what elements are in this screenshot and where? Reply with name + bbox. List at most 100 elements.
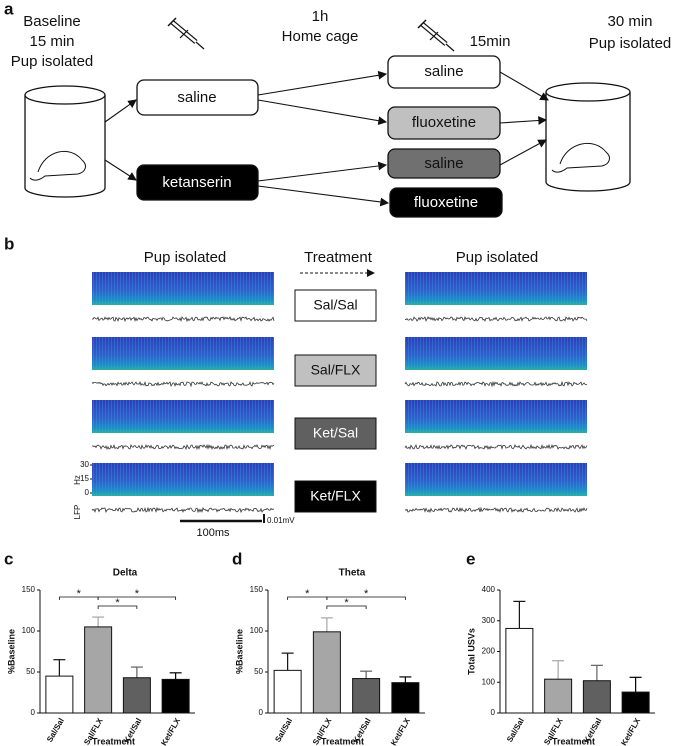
box-text: fluoxetine [412, 114, 476, 131]
significance-bracket [97, 605, 138, 609]
freq-tick-label: 30 [80, 460, 89, 469]
y-tick-label: 400 [482, 585, 496, 594]
bar [45, 675, 74, 714]
bar [122, 677, 151, 714]
bar [621, 691, 650, 714]
spectrogram-texture [92, 400, 274, 433]
panel-label: c [4, 549, 13, 568]
spectrogram-texture [92, 272, 274, 305]
freq-tick-label: 15 [80, 474, 89, 483]
box-text: saline [424, 155, 463, 172]
treatment-box [136, 164, 259, 201]
treatment-box [389, 187, 503, 218]
x-axis-label: Treatment [552, 736, 595, 746]
column-title: Treatment [304, 249, 373, 266]
bar [312, 631, 341, 714]
group-label: Sal/Sal [313, 297, 357, 313]
x-tick-label: Ket/FLX [619, 716, 642, 746]
stage-text: Pup isolated [11, 53, 94, 70]
spectrogram-texture [92, 463, 274, 496]
bar [273, 669, 302, 714]
significance-bracket [97, 596, 177, 600]
group-box [294, 480, 377, 513]
y-axis-label: %Baseline [6, 629, 16, 674]
scale-label: 0.01mV [267, 516, 295, 525]
spectrogram-texture [405, 400, 587, 433]
box-text: saline [177, 89, 216, 106]
y-tick-label: 150 [250, 585, 264, 594]
lfp-trace [91, 443, 275, 451]
syringe-icon [168, 18, 204, 49]
group-label: Ket/Sal [313, 425, 358, 441]
box-text: ketanserin [162, 174, 231, 191]
significance-bracket [326, 605, 367, 609]
chart-title: Theta [339, 568, 366, 579]
axis-label: Hz [73, 475, 82, 485]
stage-text: Pup isolated [589, 35, 672, 52]
bar [582, 680, 611, 714]
x-tick-label: Sal/Sal [273, 717, 294, 744]
chart-title: Delta [113, 568, 138, 579]
axis-label: LFP [73, 505, 82, 520]
significance-star: * [344, 597, 349, 609]
bar [544, 678, 573, 714]
lfp-trace [91, 506, 275, 514]
y-tick-label: 0 [259, 708, 264, 717]
bar [505, 627, 534, 714]
bar [84, 626, 113, 714]
stage-text: 30 min [607, 13, 652, 30]
group-box [294, 289, 377, 322]
y-tick-label: 300 [482, 616, 496, 625]
spectrogram-texture [405, 272, 587, 305]
significance-star: * [77, 588, 82, 600]
bar [161, 678, 190, 714]
stage-text: Home cage [282, 28, 359, 45]
column-title: Pup isolated [144, 249, 227, 266]
syringe-icon [418, 20, 454, 51]
column-title: Pup isolated [456, 249, 539, 266]
lfp-trace [91, 316, 275, 323]
lfp-trace [91, 380, 275, 388]
x-tick-label: Sal/Sal [505, 717, 526, 744]
stage-text: 15min [470, 33, 511, 50]
bar [352, 678, 381, 714]
treatment-box [387, 148, 501, 179]
x-axis-label: Treatment [92, 736, 135, 746]
group-label: Sal/FLX [311, 362, 361, 378]
stage-text: Baseline [23, 13, 81, 30]
spectrogram-texture [405, 463, 587, 496]
significance-star: * [115, 597, 120, 609]
x-tick-label: Ket/FLX [389, 716, 412, 746]
freq-tick-label: 0 [85, 488, 90, 497]
y-tick-label: 0 [31, 708, 36, 717]
group-label: Ket/FLX [310, 488, 361, 504]
panel-label: d [232, 549, 242, 568]
x-tick-label: Sal/Sal [45, 717, 66, 744]
lfp-trace [404, 316, 588, 322]
spectrogram-texture [405, 337, 587, 370]
treatment-box [136, 79, 259, 116]
y-tick-label: 0 [491, 708, 496, 717]
y-tick-label: 100 [22, 626, 36, 635]
y-tick-label: 50 [254, 667, 263, 676]
scale-label: 100ms [196, 527, 230, 539]
box-text: saline [424, 63, 463, 80]
group-box [294, 417, 377, 450]
box-text: fluoxetine [414, 194, 478, 211]
x-axis-label: Treatment [321, 736, 364, 746]
cage [24, 85, 106, 198]
x-tick-label: Ket/FLX [159, 716, 182, 746]
group-box [294, 354, 377, 387]
significance-star: * [364, 588, 369, 600]
significance-star: * [305, 588, 310, 600]
y-tick-label: 100 [250, 626, 264, 635]
arrows [104, 70, 549, 207]
y-tick-label: 50 [26, 667, 35, 676]
stage-text: 15 min [29, 33, 74, 50]
y-axis-label: %Baseline [234, 629, 244, 674]
y-axis-label: Total USVs [466, 628, 476, 675]
cage [545, 82, 631, 192]
panel-label: a [4, 0, 14, 18]
spectrogram-texture [92, 337, 274, 370]
